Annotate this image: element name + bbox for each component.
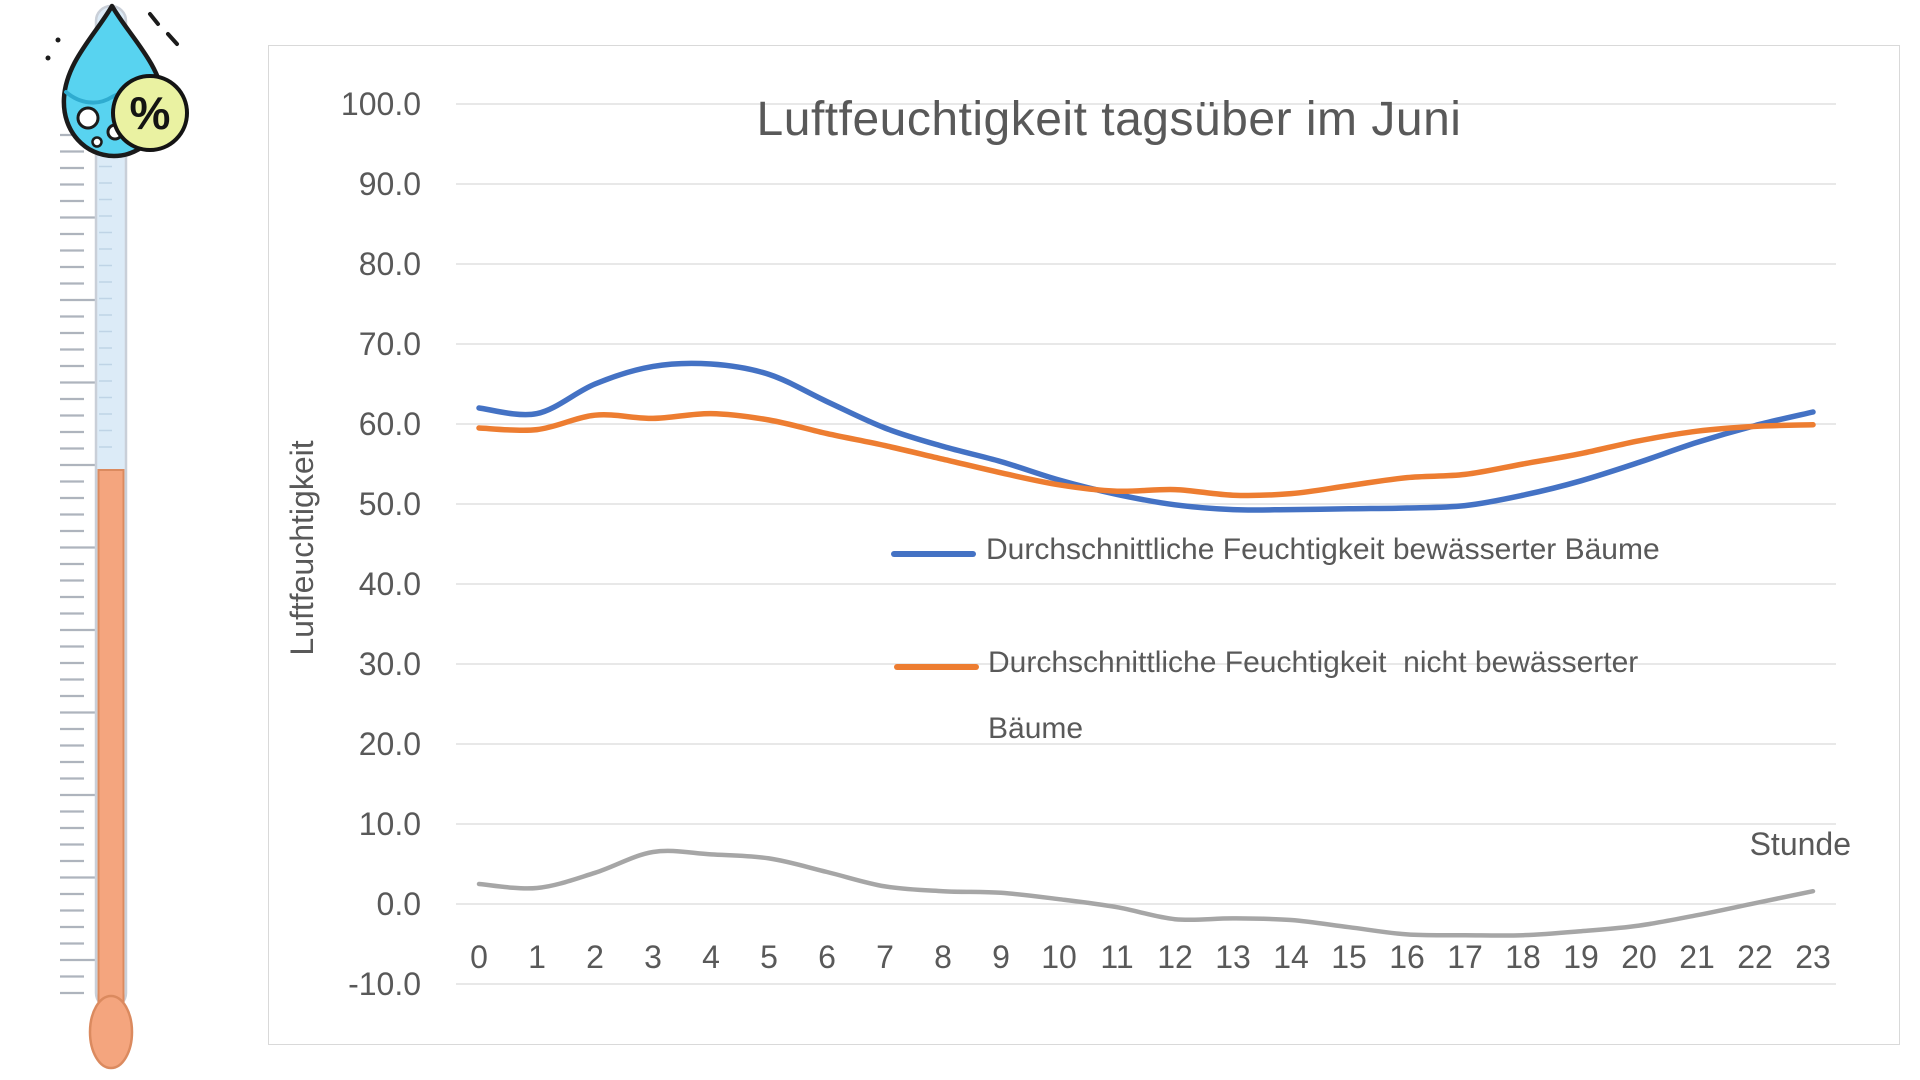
chart-title: Luftfeuchtigkeit tagsüber im Juni bbox=[756, 93, 1462, 146]
legend-label-nicht-bewaessert-line2: Bäume bbox=[988, 712, 1084, 745]
percent-badge-circle bbox=[111, 74, 189, 152]
y-tick-label: 90.0 bbox=[359, 166, 421, 202]
x-tick-label: 2 bbox=[586, 939, 604, 975]
splash-dash bbox=[166, 32, 179, 46]
bubble-icon bbox=[91, 136, 103, 148]
y-tick-label: 70.0 bbox=[359, 326, 421, 362]
x-tick-label: 12 bbox=[1157, 939, 1193, 975]
x-tick-label: 8 bbox=[934, 939, 952, 975]
series-line-0 bbox=[476, 360, 1816, 513]
splash-dot bbox=[45, 55, 51, 61]
x-tick-label: 15 bbox=[1331, 939, 1367, 975]
x-tick-label: 16 bbox=[1389, 939, 1425, 975]
thermometer-illustration: % bbox=[45, 3, 189, 1070]
x-tick-label: 7 bbox=[876, 939, 894, 975]
y-tick-label: 50.0 bbox=[359, 486, 421, 522]
y-tick-label: 0.0 bbox=[377, 886, 421, 922]
percent-symbol: % bbox=[130, 87, 171, 139]
x-tick-label: 1 bbox=[528, 939, 546, 975]
splash-dot bbox=[55, 37, 61, 43]
y-tick-label: 80.0 bbox=[359, 246, 421, 282]
ruler-ticks bbox=[60, 133, 100, 995]
x-tick-label: 4 bbox=[702, 939, 720, 975]
y-tick-label: 60.0 bbox=[359, 406, 421, 442]
y-tick-label: -10.0 bbox=[348, 966, 421, 1002]
y-tick-label: 10.0 bbox=[359, 806, 421, 842]
x-tick-label: 14 bbox=[1273, 939, 1309, 975]
chart-plot-area: 100.090.080.070.060.050.040.030.020.010.… bbox=[341, 86, 1836, 1002]
y-tick-label: 20.0 bbox=[359, 726, 421, 762]
x-tick-label: 23 bbox=[1795, 939, 1831, 975]
x-axis-title: Stunde bbox=[1749, 826, 1851, 862]
x-tick-label: 21 bbox=[1679, 939, 1715, 975]
x-tick-label: 10 bbox=[1041, 939, 1077, 975]
x-tick-label: 17 bbox=[1447, 939, 1483, 975]
x-tick-label: 11 bbox=[1100, 939, 1133, 975]
x-tick-label: 6 bbox=[818, 939, 836, 975]
chart-card: 100.0 90.0 80.0 70.0 60.0 50.0 40.0 30.0 20.0 10.… bbox=[268, 45, 1900, 1045]
thermometer-bulb bbox=[88, 994, 134, 1070]
x-tick-label: 22 bbox=[1737, 939, 1773, 975]
bubble-icon bbox=[76, 106, 100, 130]
y-tick-label: 30.0 bbox=[359, 646, 421, 682]
x-tick-label: 20 bbox=[1621, 939, 1657, 975]
y-axis-title: Luftfeuchtigkeit bbox=[284, 440, 320, 656]
legend-marker-nicht-bewaessert bbox=[894, 664, 979, 670]
y-tick-label: 40.0 bbox=[359, 566, 421, 602]
x-tick-label: 9 bbox=[992, 939, 1010, 975]
thermometer-tube bbox=[88, 4, 134, 1070]
splash-dash bbox=[148, 12, 160, 26]
series-line-2 bbox=[476, 848, 1816, 938]
legend-marker-bewaessert bbox=[891, 551, 976, 557]
x-tick-label: 18 bbox=[1505, 939, 1541, 975]
x-tick-label: 13 bbox=[1215, 939, 1251, 975]
legend-label-bewaessert: Durchschnittliche Feuchtigkeit bewässert… bbox=[986, 533, 1660, 566]
legend-label-nicht-bewaessert-line1: Durchschnittliche Feuchtigkeit nicht bew… bbox=[988, 646, 1639, 679]
x-tick-label: 0 bbox=[470, 939, 488, 975]
series-line-1 bbox=[476, 410, 1816, 499]
percent-badge-icon: % bbox=[111, 74, 189, 152]
thermometer-liquid-column bbox=[97, 469, 125, 1009]
x-tick-label: 19 bbox=[1563, 939, 1599, 975]
x-tick-label: 5 bbox=[760, 939, 778, 975]
x-tick-label: 3 bbox=[644, 939, 662, 975]
y-tick-label: 100.0 bbox=[341, 86, 421, 122]
